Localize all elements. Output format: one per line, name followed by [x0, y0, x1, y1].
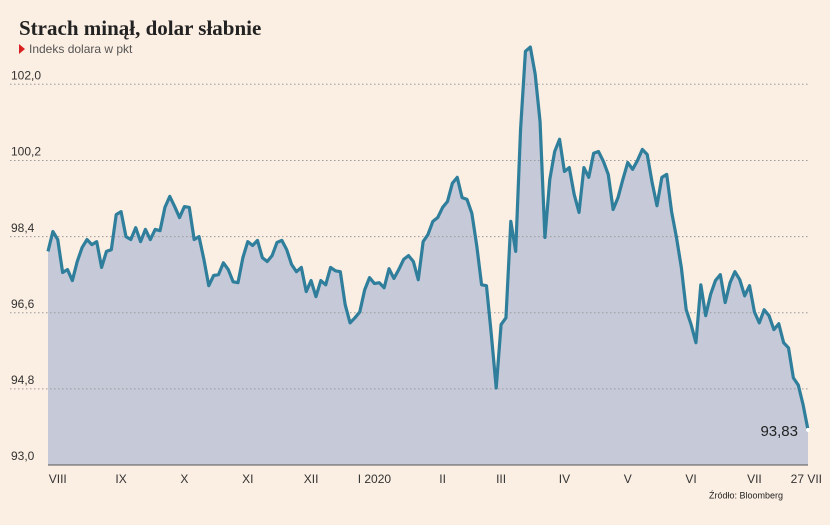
y-tick-label: 93,0	[11, 449, 35, 463]
x-tick-label: VII	[747, 472, 762, 486]
subtitle-marker	[19, 44, 25, 54]
x-tick-label: X	[180, 472, 188, 486]
y-tick-label: 98,4	[11, 221, 35, 235]
x-tick-label: XII	[304, 472, 319, 486]
x-tick-label: II	[439, 472, 446, 486]
x-tick-label: III	[496, 472, 506, 486]
x-tick-label: V	[624, 472, 632, 486]
line	[46, 45, 810, 431]
y-tick-label: 100,2	[11, 145, 41, 159]
y-tick-label: 102,0	[11, 68, 41, 82]
x-tick-label: IX	[115, 472, 126, 486]
chart-title: Strach minął, dolar słabnie	[19, 16, 261, 40]
x-tick-label: IV	[559, 472, 570, 486]
y-tick-label: 96,6	[11, 297, 35, 311]
x-tick-label: VI	[685, 472, 696, 486]
value-label: 93,83	[760, 423, 798, 440]
x-tick-label: XI	[242, 472, 253, 486]
x-tick-label: 27 VII	[791, 472, 822, 486]
x-tick-label: VIII	[49, 472, 67, 486]
end-point	[806, 427, 810, 432]
chart-subtitle: Indeks dolara w pkt	[29, 42, 133, 56]
area	[48, 47, 808, 465]
y-tick-label: 94,8	[11, 373, 35, 387]
source: Źródło: Bloomberg	[709, 490, 783, 500]
x-tick-label: I 2020	[358, 472, 392, 486]
